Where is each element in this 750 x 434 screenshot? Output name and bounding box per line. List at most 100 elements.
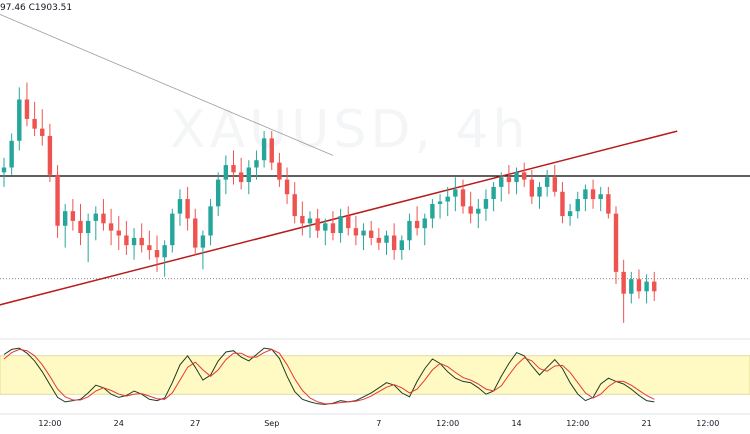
falling-trendline: [0, 14, 334, 156]
candle-body: [544, 177, 550, 187]
candle-body: [292, 194, 297, 217]
candle: [391, 223, 397, 260]
candle: [307, 211, 313, 238]
candle-body: [93, 213, 98, 221]
candle-body: [40, 128, 45, 136]
candle: [445, 186, 450, 217]
candle-body: [537, 186, 542, 197]
time-tick-label: 7: [376, 419, 381, 428]
candle: [514, 167, 519, 195]
candle-body: [506, 177, 512, 183]
candle: [223, 155, 229, 195]
candle-body: [124, 235, 129, 246]
candle-body: [361, 230, 366, 236]
candle-body: [78, 220, 83, 234]
candle-body: [552, 177, 557, 192]
candle-body: [384, 235, 389, 243]
candle-body: [621, 271, 626, 294]
candle-body: [575, 199, 580, 212]
candle: [216, 172, 221, 217]
candle: [522, 162, 527, 187]
candle: [537, 182, 542, 209]
candle-body: [9, 140, 14, 168]
stochastic-pane: [0, 338, 750, 405]
stochastic-band: [0, 355, 750, 395]
candle-body: [154, 250, 160, 258]
candle: [147, 230, 152, 260]
candle-body: [55, 174, 60, 226]
candle: [598, 186, 603, 212]
candle-body: [422, 218, 427, 229]
candle: [284, 167, 290, 204]
candle-body: [644, 281, 649, 292]
candle-body: [399, 240, 404, 251]
candle: [583, 184, 588, 212]
candle-body: [560, 191, 565, 217]
candle: [590, 179, 596, 209]
candle-body: [652, 281, 657, 292]
candle-body: [17, 99, 22, 141]
candle: [338, 208, 343, 243]
candle-body: [430, 203, 435, 219]
time-tick-label: 12:00: [566, 419, 589, 428]
candle-body: [323, 223, 328, 231]
candle-body: [277, 162, 282, 180]
candle: [47, 123, 53, 183]
time-tick-label: 12:00: [696, 419, 719, 428]
candle-body: [269, 138, 274, 163]
candle: [200, 230, 206, 270]
time-axis: 12:00 24 27 Sep 7 12:00 14 12:00 21 12:00: [0, 413, 750, 428]
candle: [384, 230, 389, 255]
candle: [506, 165, 512, 195]
candle: [453, 177, 458, 212]
candle: [1, 157, 7, 187]
candle-body: [460, 189, 466, 207]
candle-body: [499, 177, 504, 187]
candle-body: [307, 218, 313, 224]
candle: [575, 191, 580, 219]
candle-body: [315, 218, 320, 231]
candle-body: [139, 237, 144, 246]
candle: [346, 206, 351, 236]
candle-body: [613, 213, 619, 272]
candle-body: [636, 279, 642, 292]
candle-body: [47, 135, 53, 175]
candle: [116, 216, 121, 251]
candle: [170, 208, 175, 253]
time-tick-label: 24: [114, 419, 124, 428]
ohlc-readout: 97.46 C1903.51: [0, 3, 73, 13]
candle: [529, 169, 535, 204]
candle-body: [116, 230, 121, 236]
candle-body: [231, 165, 236, 173]
candle-body: [101, 213, 106, 224]
candle-body: [567, 211, 573, 217]
candle: [78, 203, 83, 246]
candle: [468, 191, 473, 224]
candle: [491, 182, 496, 212]
candle-body: [583, 189, 588, 200]
candle: [567, 203, 573, 226]
time-tick-label: 27: [190, 419, 200, 428]
candle: [399, 235, 404, 260]
candle-body: [391, 235, 397, 251]
candle-body: [522, 172, 527, 180]
candle: [277, 152, 282, 187]
candle: [9, 133, 14, 175]
candle: [261, 131, 267, 168]
candle-body: [598, 194, 603, 200]
candle-body: [437, 201, 443, 204]
candle: [101, 199, 106, 231]
candle: [131, 228, 137, 260]
candle-body: [330, 223, 336, 234]
candle-body: [483, 199, 489, 209]
candle-body: [300, 216, 305, 224]
candle-body: [606, 194, 611, 214]
candle-body: [445, 196, 450, 202]
candle: [552, 165, 557, 197]
candle: [369, 220, 374, 246]
candle: [300, 201, 305, 236]
candle: [323, 218, 328, 246]
symbol-watermark: XAUUSD, 4h: [170, 100, 530, 160]
